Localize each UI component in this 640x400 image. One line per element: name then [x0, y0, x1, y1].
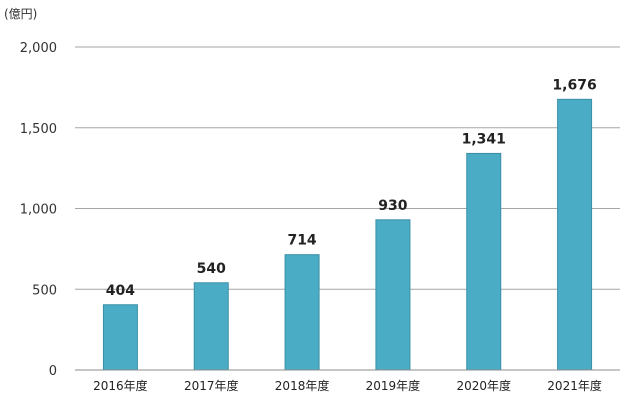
bars	[102, 98, 593, 371]
x-tick-label: 2017年度	[184, 378, 239, 393]
gridlines	[75, 46, 620, 371]
y-tick-label: 1,500	[20, 122, 57, 137]
bar	[193, 282, 229, 371]
x-tick-label: 2020年度	[456, 378, 511, 393]
y-tick-label: 500	[32, 283, 57, 298]
y-tick-label: 2,000	[20, 41, 57, 56]
bar	[557, 98, 593, 371]
bar-value-label: 540	[197, 261, 226, 277]
y-axis-unit-label: (億円)	[4, 7, 37, 21]
bar	[466, 152, 502, 371]
x-axis-ticks: 2016年度 2017年度 2018年度 2019年度 2020年度 2021年度	[93, 378, 602, 393]
y-tick-label: 0	[49, 364, 57, 379]
bar	[375, 219, 411, 371]
x-tick-label: 2019年度	[366, 378, 421, 393]
x-tick-label: 2016年度	[93, 378, 148, 393]
value-labels: 404 540 714 930 1,341 1,676	[106, 77, 597, 298]
bar-value-label: 1,676	[552, 77, 596, 93]
bar	[102, 304, 138, 371]
bar	[284, 254, 320, 371]
y-tick-label: 1,000	[20, 203, 57, 218]
x-tick-label: 2021年度	[547, 378, 602, 393]
y-axis-ticks: 0 500 1,000 1,500 2,000	[20, 41, 57, 379]
bar-value-label: 404	[106, 283, 135, 299]
bar-value-label: 714	[287, 233, 316, 249]
bar-value-label: 1,341	[462, 131, 506, 147]
bar-value-label: 930	[378, 198, 407, 214]
x-tick-label: 2018年度	[275, 378, 330, 393]
